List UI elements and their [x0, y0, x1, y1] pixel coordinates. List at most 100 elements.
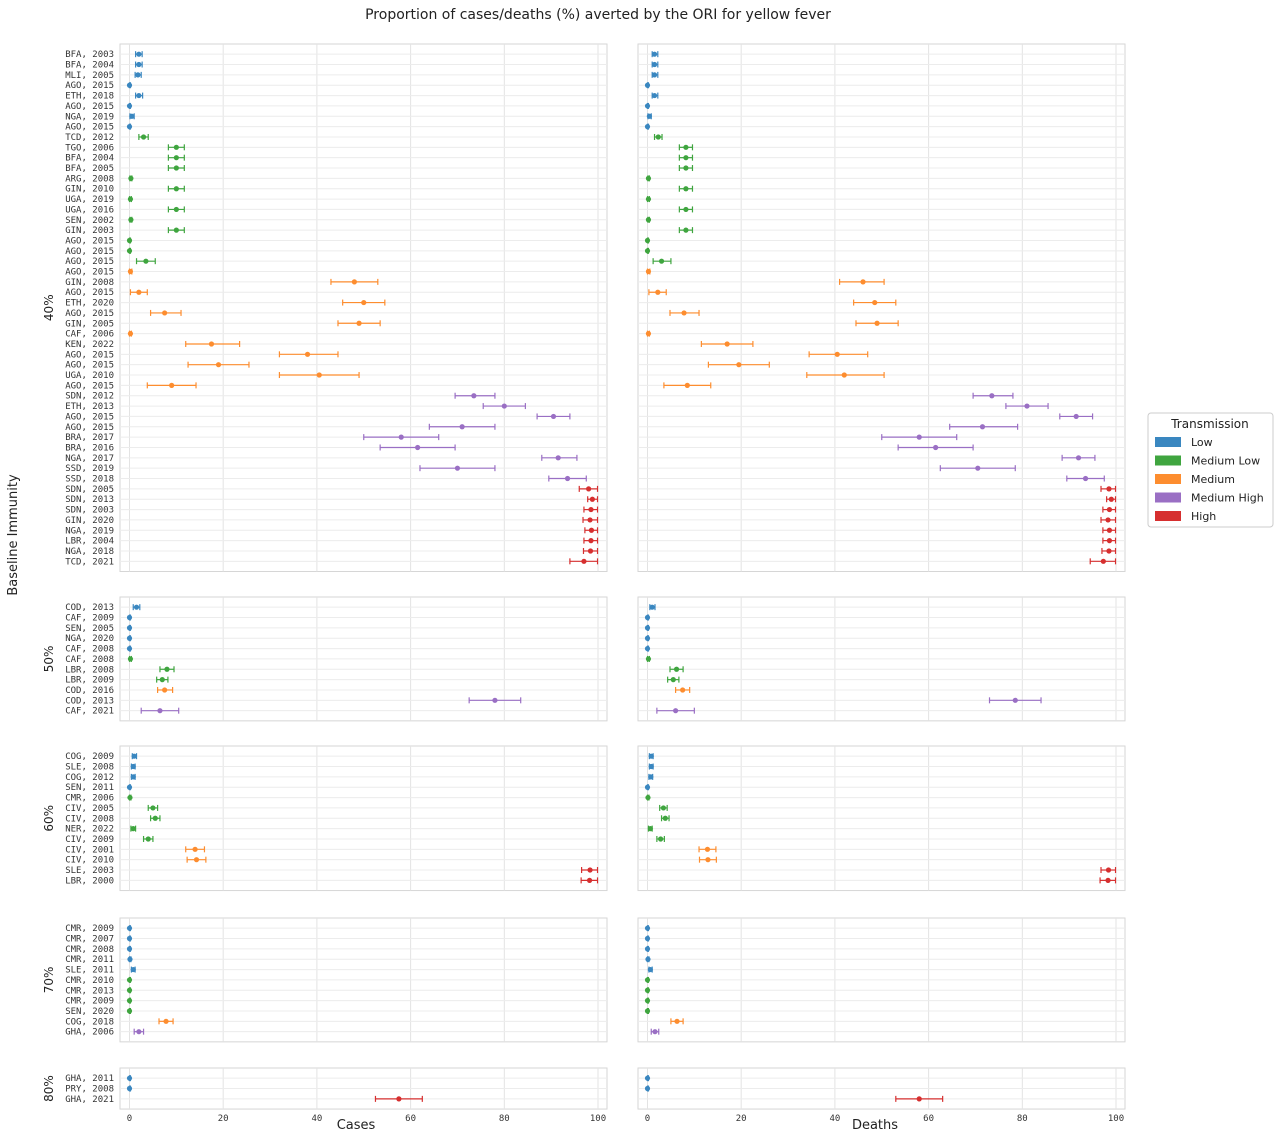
legend-item-label: Medium Low [1191, 455, 1260, 468]
data-point [356, 320, 362, 326]
data-point [126, 237, 133, 244]
y-tick-label: SDN, 2005 [65, 485, 114, 495]
data-point [126, 124, 133, 130]
data-point [126, 1008, 133, 1014]
data-point [681, 310, 687, 316]
legend-swatch [1155, 437, 1181, 447]
data-point [173, 186, 179, 192]
data-point [173, 155, 179, 161]
data-point [644, 645, 651, 652]
data-point [130, 826, 136, 832]
y-tick-label: AGO, 2015 [65, 381, 114, 391]
data-point [173, 144, 179, 150]
y-tick-label: CMR, 2011 [65, 955, 114, 965]
data-point [163, 1018, 169, 1024]
data-point [647, 826, 653, 832]
data-point [316, 372, 322, 378]
group-label: 70% [42, 967, 56, 994]
y-tick-label: GHA, 2011 [65, 1074, 114, 1084]
y-tick-label: SLE, 2003 [65, 866, 114, 876]
y-tick-label: BFA, 2003 [65, 50, 114, 60]
data-point [683, 155, 689, 161]
y-tick-label: BRA, 2017 [65, 433, 114, 443]
data-point [127, 331, 134, 337]
data-point [673, 666, 680, 672]
data-point [133, 604, 140, 610]
data-point [916, 434, 922, 440]
y-tick-label: LBR, 2004 [65, 537, 114, 547]
y-tick-label: CIV, 2005 [65, 804, 114, 814]
data-point [136, 51, 142, 57]
legend-item-label: High [1191, 510, 1216, 523]
data-point [581, 558, 587, 564]
x-tick-label: 20 [218, 1114, 229, 1124]
data-point [670, 677, 676, 683]
data-point [501, 403, 507, 409]
data-point [136, 289, 142, 295]
y-tick-label: GIN, 2005 [65, 319, 114, 329]
data-point [454, 465, 461, 471]
data-point [208, 341, 215, 347]
y-tick-label: LBR, 2000 [65, 876, 114, 886]
group-label: 80% [42, 1075, 56, 1102]
data-point [415, 444, 421, 451]
data-point [646, 113, 652, 119]
data-point [658, 836, 664, 842]
data-point [126, 635, 133, 641]
x-tick-label: 20 [736, 1114, 747, 1124]
data-point [933, 444, 939, 451]
data-point [841, 372, 847, 378]
data-point [126, 998, 133, 1004]
legend-swatch [1155, 455, 1181, 466]
data-point [644, 614, 651, 621]
data-point [586, 877, 593, 883]
data-point [555, 455, 561, 461]
data-point [644, 1085, 651, 1092]
y-tick-label: CAF, 2008 [65, 655, 114, 665]
data-point [128, 217, 134, 223]
x-tick-label: 40 [829, 1114, 840, 1124]
data-point [645, 656, 652, 662]
data-point [140, 134, 147, 140]
data-point [152, 815, 158, 821]
y-tick-label: GIN, 2010 [65, 185, 114, 195]
data-point [1082, 475, 1089, 482]
data-point [644, 1008, 651, 1014]
y-tick-label: SLE, 2011 [65, 966, 114, 976]
y-tick-label: AGO, 2015 [65, 236, 114, 246]
y-tick-label: CMR, 2010 [65, 976, 114, 986]
data-point [673, 708, 679, 714]
legend-swatch [1155, 492, 1181, 503]
x-axis-label-deaths: Deaths [852, 1118, 898, 1133]
y-tick-label: UGA, 2016 [65, 205, 114, 215]
data-point [648, 763, 654, 770]
y-tick-label: NGA, 2017 [65, 454, 114, 464]
data-point [1075, 455, 1082, 461]
data-point [162, 310, 168, 316]
y-tick-label: SSD, 2018 [65, 475, 114, 485]
data-point [550, 413, 557, 420]
data-point [644, 946, 651, 952]
y-tick-label: CMR, 2006 [65, 794, 114, 804]
y-tick-label: TGO, 2006 [65, 143, 114, 153]
data-point [143, 258, 149, 264]
data-point [660, 805, 667, 811]
data-point [1108, 496, 1114, 502]
data-point [588, 527, 595, 533]
chart-title: Proportion of cases/deaths (%) averted b… [365, 7, 831, 23]
data-point [126, 625, 133, 631]
y-tick-label: LBR, 2008 [65, 665, 114, 675]
data-point [662, 815, 668, 821]
data-point [1106, 548, 1112, 554]
data-point [644, 1075, 651, 1081]
data-point [150, 805, 156, 811]
data-point [644, 248, 651, 254]
y-tick-label: CMR, 2013 [65, 986, 114, 996]
y-tick-label: AGO, 2015 [65, 247, 114, 257]
data-point [644, 625, 651, 631]
data-point [130, 774, 136, 780]
data-point [724, 341, 730, 347]
y-tick-label: SEN, 2002 [65, 216, 114, 226]
